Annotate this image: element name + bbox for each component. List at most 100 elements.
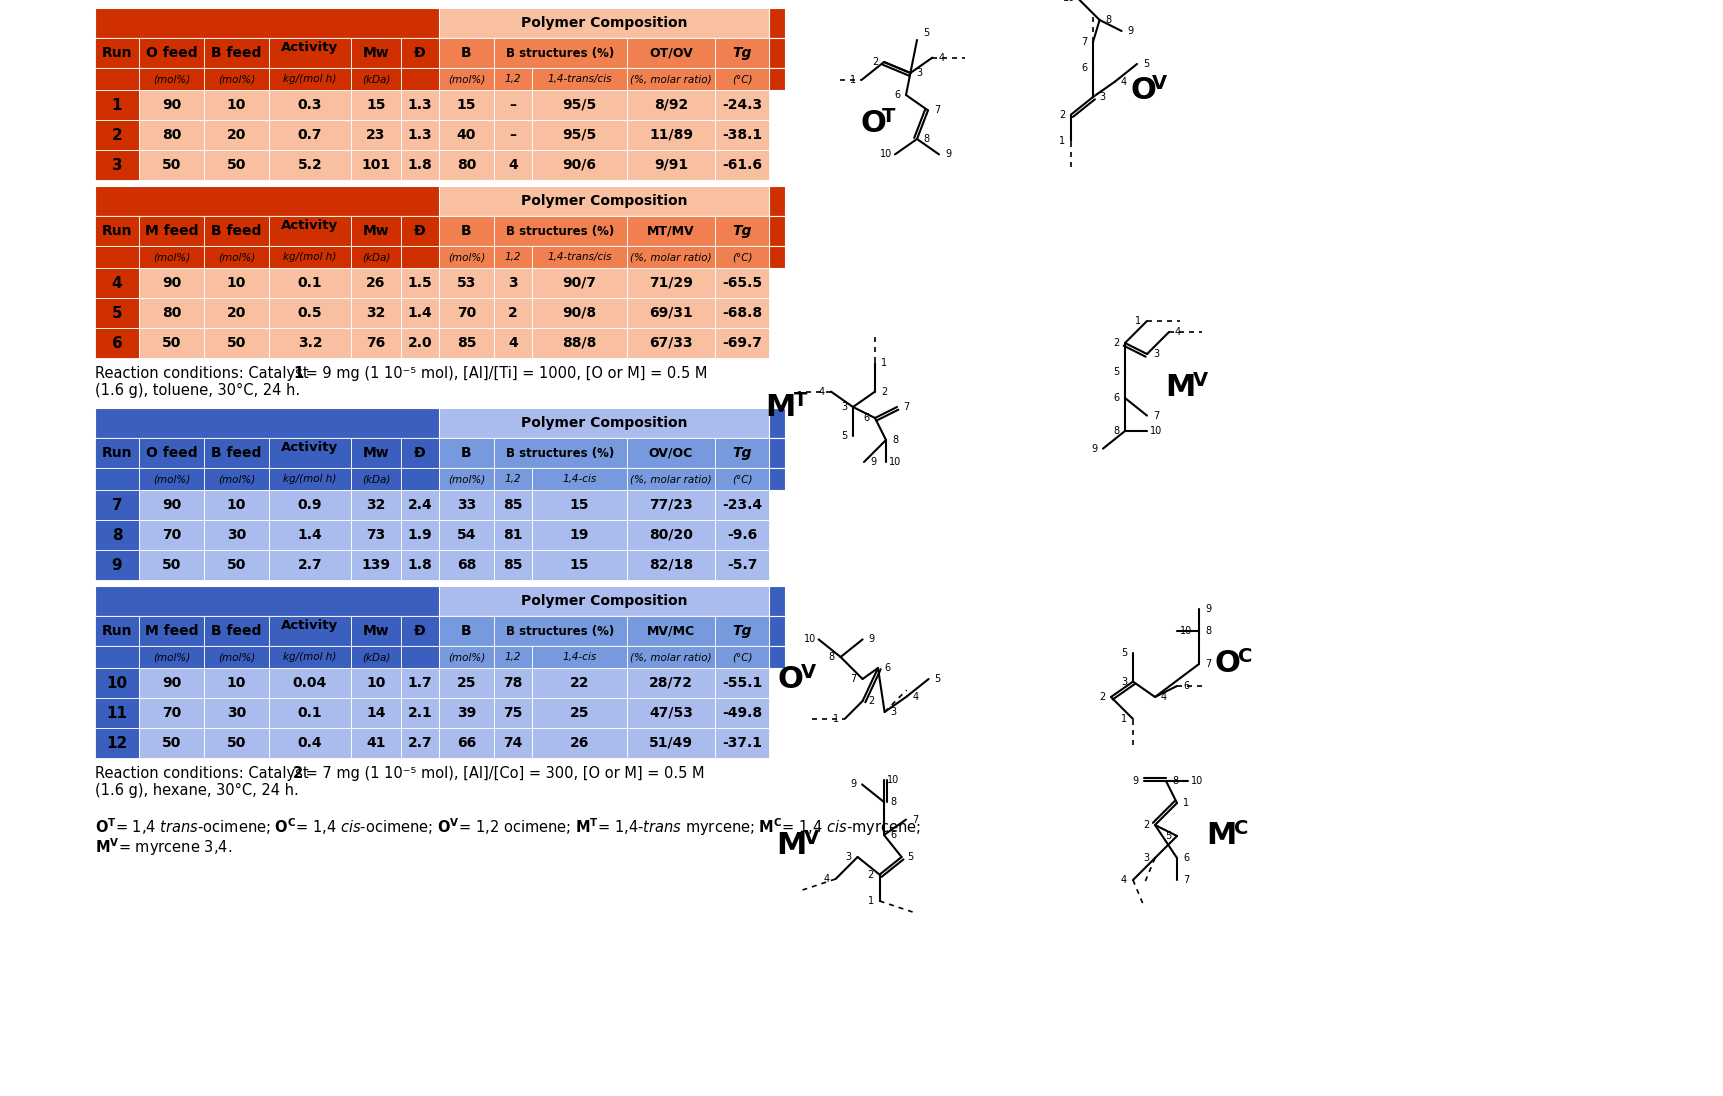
Text: 2: 2 — [880, 387, 887, 397]
Text: -38.1: -38.1 — [722, 128, 762, 142]
Text: 1,4-cis: 1,4-cis — [562, 652, 596, 662]
Bar — [532, 246, 627, 269]
Text: 6: 6 — [884, 663, 889, 673]
Bar — [203, 550, 269, 580]
Text: 66: 66 — [457, 737, 476, 750]
Text: 11/89: 11/89 — [648, 128, 693, 142]
Text: 4: 4 — [824, 874, 829, 884]
Text: 1.3: 1.3 — [407, 128, 432, 142]
Bar — [715, 90, 768, 119]
Bar — [439, 550, 495, 580]
Text: Polymer Composition: Polymer Composition — [520, 416, 687, 430]
Bar — [203, 298, 269, 328]
Text: 69/31: 69/31 — [650, 306, 693, 320]
Bar — [532, 90, 627, 119]
Text: 6: 6 — [112, 335, 122, 351]
Text: 5.2: 5.2 — [298, 158, 322, 172]
Bar — [439, 68, 768, 90]
Text: B feed: B feed — [212, 446, 262, 460]
Text: OV/OC: OV/OC — [648, 446, 693, 459]
Text: 4: 4 — [937, 53, 944, 62]
Text: (mol%): (mol%) — [448, 652, 484, 662]
Bar — [401, 150, 439, 180]
Text: Run: Run — [102, 224, 133, 238]
Bar — [495, 150, 532, 180]
Text: 76: 76 — [367, 336, 386, 350]
Text: 4: 4 — [1175, 327, 1180, 336]
Bar — [95, 38, 784, 68]
Text: 3: 3 — [891, 707, 896, 717]
Bar — [439, 667, 495, 698]
Bar — [269, 269, 351, 298]
Bar — [401, 90, 439, 119]
Text: B: B — [462, 624, 472, 638]
Text: 1.8: 1.8 — [407, 558, 432, 572]
Bar — [532, 646, 627, 667]
Text: Mw: Mw — [362, 224, 389, 238]
Text: 5: 5 — [906, 852, 913, 861]
Text: 40: 40 — [457, 128, 476, 142]
Bar — [269, 38, 351, 68]
Text: 90/7: 90/7 — [562, 276, 596, 290]
Bar — [439, 68, 495, 90]
Bar — [439, 468, 495, 490]
Bar — [140, 119, 203, 150]
Text: 10: 10 — [879, 149, 891, 159]
Text: 4: 4 — [1120, 875, 1127, 884]
Bar — [439, 186, 768, 216]
Bar — [140, 468, 203, 490]
Bar — [140, 269, 203, 298]
Text: 50: 50 — [227, 737, 246, 750]
Text: 1,4-trans/cis: 1,4-trans/cis — [546, 252, 612, 262]
Text: 0.3: 0.3 — [298, 98, 322, 112]
Text: 6: 6 — [1113, 393, 1118, 403]
Text: B: B — [462, 46, 472, 60]
Text: 1,2: 1,2 — [505, 75, 520, 84]
Bar — [203, 646, 269, 667]
Bar — [269, 90, 351, 119]
Bar — [95, 408, 784, 438]
Text: 1,2: 1,2 — [505, 652, 520, 662]
Text: Mw: Mw — [362, 624, 389, 638]
Bar — [495, 490, 532, 520]
Text: 3: 3 — [1153, 349, 1158, 359]
Text: O: O — [860, 110, 886, 138]
Bar — [439, 438, 768, 468]
Text: 26: 26 — [365, 276, 386, 290]
Text: 3: 3 — [841, 402, 846, 412]
Bar — [95, 216, 140, 246]
Text: Run: Run — [102, 446, 133, 460]
Bar — [351, 667, 401, 698]
Bar — [715, 150, 768, 180]
Bar — [532, 119, 627, 150]
Bar — [627, 90, 715, 119]
Bar — [95, 216, 784, 246]
Text: (kDa): (kDa) — [362, 252, 389, 262]
Text: 8: 8 — [922, 134, 929, 144]
Text: 8/92: 8/92 — [653, 98, 687, 112]
Text: (mol%): (mol%) — [448, 75, 484, 84]
Text: 54: 54 — [457, 528, 476, 543]
Text: 2: 2 — [1142, 820, 1149, 830]
Text: 50: 50 — [162, 558, 181, 572]
Bar — [95, 698, 140, 728]
Bar — [269, 216, 351, 246]
Text: 139: 139 — [362, 558, 391, 572]
Bar — [203, 68, 269, 90]
Bar — [401, 438, 439, 468]
Bar — [351, 520, 401, 550]
Text: 1,4-cis: 1,4-cis — [562, 473, 596, 484]
Text: -5.7: -5.7 — [727, 558, 756, 572]
Text: 3: 3 — [508, 276, 517, 290]
Bar — [140, 490, 203, 520]
Bar — [715, 616, 768, 646]
Text: 8: 8 — [829, 652, 834, 662]
Text: 7: 7 — [1204, 659, 1211, 669]
Text: 11: 11 — [107, 706, 128, 720]
Text: M feed: M feed — [145, 224, 198, 238]
Text: -49.8: -49.8 — [722, 706, 762, 720]
Text: 12: 12 — [107, 735, 128, 751]
Bar — [203, 616, 269, 646]
Bar — [140, 520, 203, 550]
Bar — [627, 328, 715, 358]
